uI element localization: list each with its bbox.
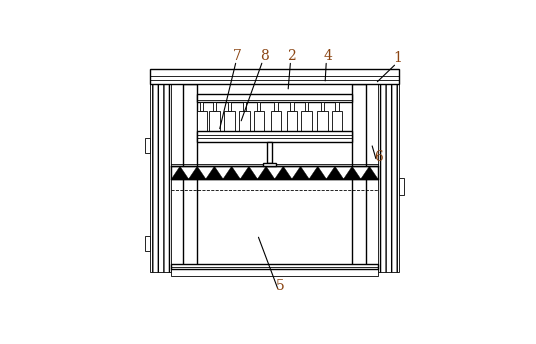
Bar: [243, 102, 246, 111]
Bar: [197, 111, 207, 131]
Polygon shape: [275, 166, 292, 179]
Text: 6: 6: [374, 150, 382, 163]
Bar: [239, 111, 250, 131]
Bar: [172, 264, 378, 269]
Bar: [267, 142, 272, 163]
Polygon shape: [172, 166, 189, 179]
Polygon shape: [189, 166, 206, 179]
Bar: [287, 111, 297, 131]
Bar: [399, 178, 405, 195]
Text: 1: 1: [393, 52, 403, 65]
Bar: [254, 111, 264, 131]
Bar: [378, 76, 399, 272]
Polygon shape: [361, 166, 378, 179]
Polygon shape: [240, 166, 257, 179]
Text: 5: 5: [276, 279, 285, 293]
Bar: [352, 84, 366, 269]
Text: 7: 7: [233, 49, 242, 63]
Bar: [145, 236, 150, 250]
Bar: [305, 102, 308, 111]
Bar: [257, 102, 260, 111]
Bar: [263, 163, 276, 166]
Bar: [291, 102, 294, 111]
Text: 2: 2: [287, 49, 296, 63]
Bar: [301, 111, 312, 131]
Polygon shape: [223, 166, 240, 179]
Polygon shape: [309, 166, 326, 179]
Polygon shape: [292, 166, 309, 179]
Bar: [228, 102, 231, 111]
Bar: [172, 268, 378, 276]
Bar: [332, 111, 343, 131]
Bar: [317, 111, 327, 131]
Bar: [145, 138, 150, 152]
Bar: [172, 166, 378, 179]
Polygon shape: [344, 166, 361, 179]
Bar: [209, 111, 220, 131]
Bar: [150, 76, 172, 272]
Bar: [213, 102, 216, 111]
Polygon shape: [206, 166, 223, 179]
Polygon shape: [257, 166, 275, 179]
Bar: [150, 69, 399, 84]
Polygon shape: [326, 166, 344, 179]
Bar: [197, 131, 352, 142]
Bar: [225, 111, 235, 131]
Bar: [274, 102, 278, 111]
Bar: [271, 111, 281, 131]
Bar: [197, 94, 352, 102]
Text: 4: 4: [323, 49, 332, 63]
Bar: [336, 102, 339, 111]
Bar: [200, 102, 204, 111]
Text: 8: 8: [260, 49, 269, 63]
Bar: [321, 102, 324, 111]
Bar: [183, 84, 197, 269]
